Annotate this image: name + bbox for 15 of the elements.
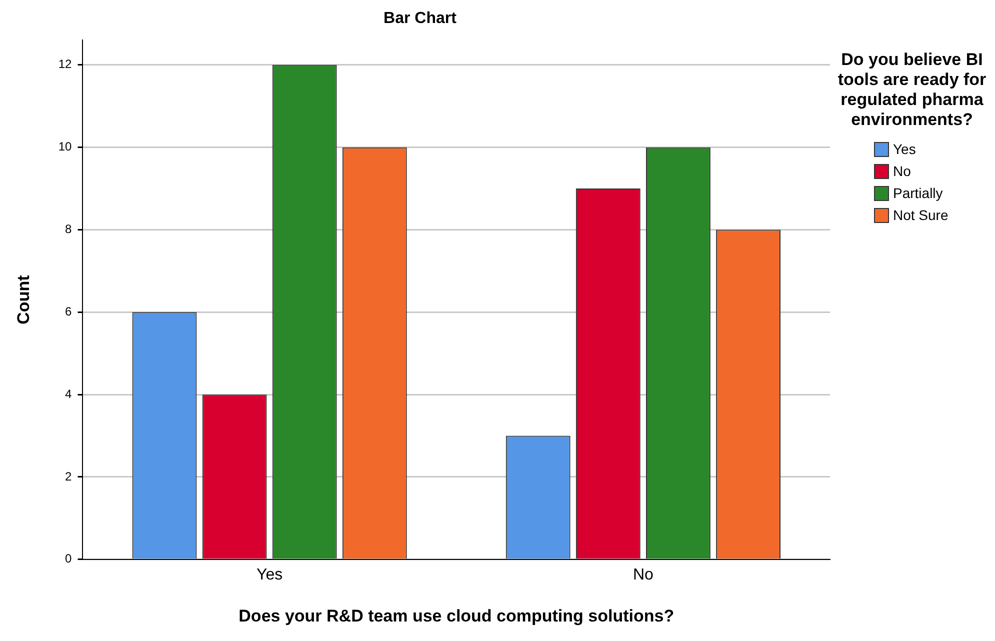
legend-title: Do you believe BI tools are ready for regulated pharma environments? bbox=[836, 50, 988, 130]
y-tick-label: 4 bbox=[65, 386, 72, 401]
legend-label: Yes bbox=[893, 141, 916, 157]
y-tick-label: 6 bbox=[65, 304, 72, 318]
y-tick-label: 2 bbox=[65, 469, 72, 484]
legend-label: Not Sure bbox=[893, 207, 948, 223]
x-axis-title: Does your R&D team use cloud computing solutions? bbox=[238, 606, 674, 626]
legend-label: No bbox=[893, 163, 911, 179]
legend-label: Partially bbox=[893, 185, 943, 201]
chart-title: Bar Chart bbox=[384, 10, 458, 28]
y-tick-label: 0 bbox=[65, 552, 72, 566]
y-tick-label: 8 bbox=[65, 222, 72, 236]
y-tick-label: 10 bbox=[58, 140, 72, 154]
y-tick-label: 12 bbox=[58, 57, 72, 72]
y-axis-title: Count bbox=[14, 274, 33, 324]
